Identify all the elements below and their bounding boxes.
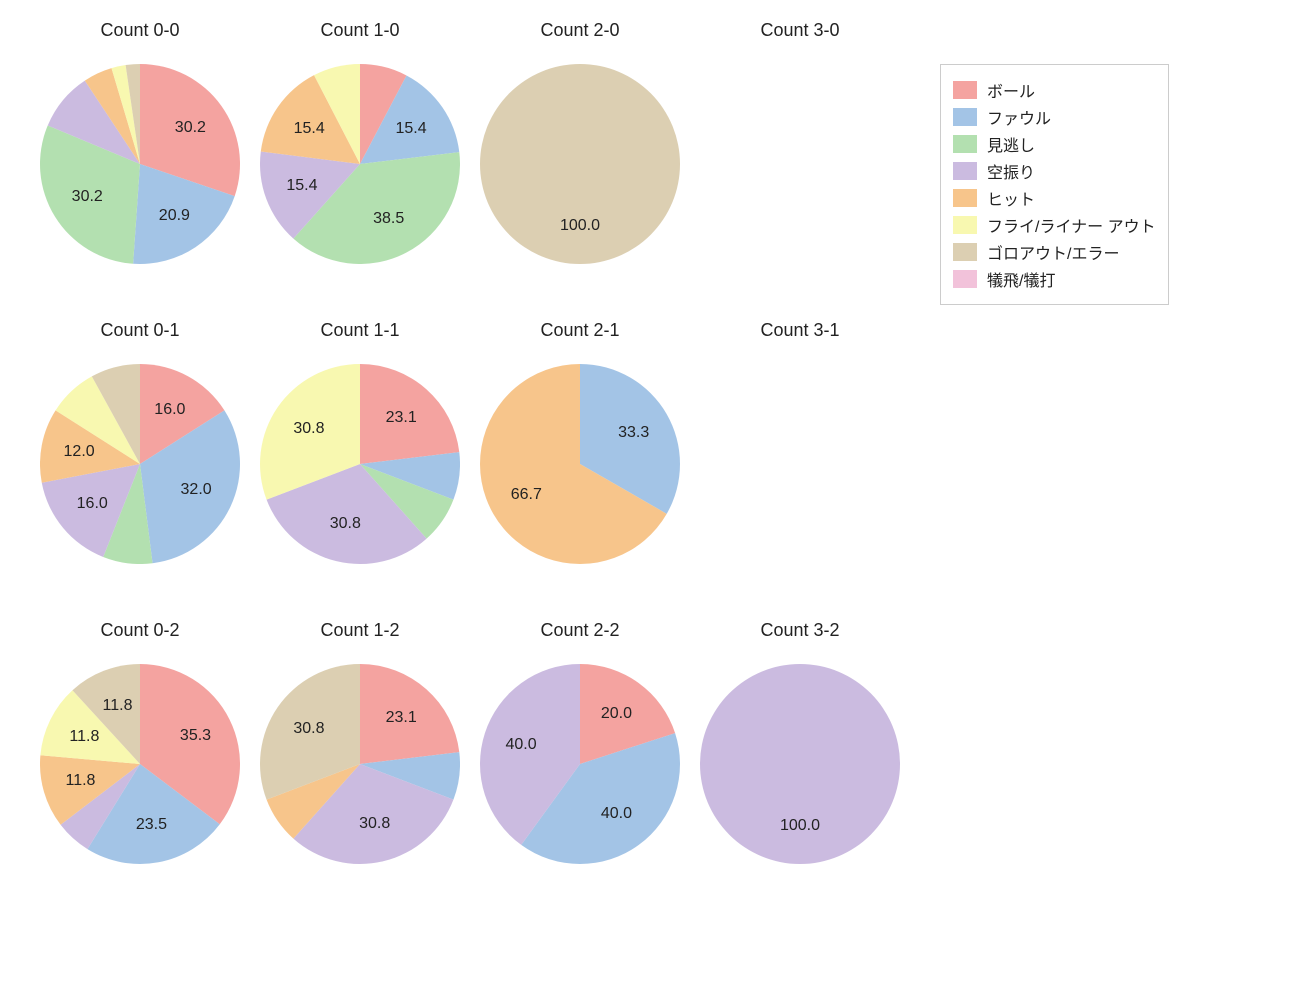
pie-cell: Count 1-1 23.130.830.8 xyxy=(250,320,470,620)
pie-title: Count 2-2 xyxy=(470,620,690,641)
legend-item: 空振り xyxy=(953,159,1156,183)
legend-item: ゴロアウト/エラー xyxy=(953,240,1156,264)
pie-slice xyxy=(480,64,680,264)
legend-item: ファウル xyxy=(953,105,1156,129)
chart-grid: Count 0-0 30.220.930.2 Count 1-0 15.438.515… xyxy=(0,0,1300,1000)
pie-title: Count 3-2 xyxy=(690,620,910,641)
pie-title: Count 0-2 xyxy=(30,620,250,641)
legend-label: ヒット xyxy=(987,186,1035,210)
pie-wrap: 20.040.040.0 xyxy=(480,664,680,864)
pie-svg xyxy=(480,64,680,264)
pie-wrap: 30.220.930.2 xyxy=(40,64,240,264)
pie-cell: Count 1-0 15.438.515.415.4 xyxy=(250,20,470,320)
legend-item: 犠飛/犠打 xyxy=(953,267,1156,291)
legend-label: フライ/ライナー アウト xyxy=(987,213,1156,237)
legend-swatch xyxy=(953,216,977,234)
pie-cell: Count 3-1 xyxy=(690,320,910,620)
pie-svg xyxy=(260,364,460,564)
legend-swatch xyxy=(953,270,977,288)
pie-svg xyxy=(260,664,460,864)
pie-wrap: 23.130.830.8 xyxy=(260,664,460,864)
pie-slice xyxy=(700,664,900,864)
pie-svg xyxy=(260,64,460,264)
legend-label: ゴロアウト/エラー xyxy=(987,240,1119,264)
legend-swatch xyxy=(953,108,977,126)
pie-svg xyxy=(40,664,240,864)
pie-cell: Count 0-1 16.032.016.012.0 xyxy=(30,320,250,620)
pie-svg xyxy=(480,664,680,864)
legend-item: フライ/ライナー アウト xyxy=(953,213,1156,237)
pie-wrap: 23.130.830.8 xyxy=(260,364,460,564)
legend-label: ファウル xyxy=(987,105,1051,129)
legend-swatch xyxy=(953,162,977,180)
legend-label: ボール xyxy=(987,78,1035,102)
pie-svg xyxy=(40,364,240,564)
pie-wrap: 100.0 xyxy=(700,664,900,864)
pie-title: Count 1-2 xyxy=(250,620,470,641)
pie-title: Count 3-0 xyxy=(690,20,910,41)
pie-slice xyxy=(360,664,459,764)
legend-label: 見逃し xyxy=(987,132,1035,156)
pie-cell: Count 1-2 23.130.830.8 xyxy=(250,620,470,920)
pie-wrap: 16.032.016.012.0 xyxy=(40,364,240,564)
pie-title: Count 2-1 xyxy=(470,320,690,341)
pie-wrap: 15.438.515.415.4 xyxy=(260,64,460,264)
pie-title: Count 0-0 xyxy=(30,20,250,41)
pie-wrap: 35.323.511.811.811.8 xyxy=(40,664,240,864)
pie-cell: Count 2-2 20.040.040.0 xyxy=(470,620,690,920)
pie-cell: Count 2-0 100.0 xyxy=(470,20,690,320)
legend-swatch xyxy=(953,243,977,261)
legend-item: 見逃し xyxy=(953,132,1156,156)
pie-title: Count 0-1 xyxy=(30,320,250,341)
legend-swatch xyxy=(953,189,977,207)
pie-title: Count 1-0 xyxy=(250,20,470,41)
pie-cell: Count 0-0 30.220.930.2 xyxy=(30,20,250,320)
legend-swatch xyxy=(953,81,977,99)
pie-title: Count 2-0 xyxy=(470,20,690,41)
pie-cell: Count 0-2 35.323.511.811.811.8 xyxy=(30,620,250,920)
legend-label: 犠飛/犠打 xyxy=(987,267,1055,291)
legend-item: ボール xyxy=(953,78,1156,102)
pie-slice xyxy=(360,364,459,464)
pie-svg xyxy=(480,364,680,564)
pie-title: Count 1-1 xyxy=(250,320,470,341)
legend-item: ヒット xyxy=(953,186,1156,210)
pie-cell: Count 3-2 100.0 xyxy=(690,620,910,920)
pie-wrap: 33.366.7 xyxy=(480,364,680,564)
legend-swatch xyxy=(953,135,977,153)
pie-wrap: 100.0 xyxy=(480,64,680,264)
legend-label: 空振り xyxy=(987,159,1035,183)
pie-svg xyxy=(40,64,240,264)
legend: ボールファウル見逃し空振りヒットフライ/ライナー アウトゴロアウト/エラー犠飛/… xyxy=(940,64,1169,305)
pie-title: Count 3-1 xyxy=(690,320,910,341)
pie-cell: Count 2-1 33.366.7 xyxy=(470,320,690,620)
pie-cell: Count 3-0 xyxy=(690,20,910,320)
pie-svg xyxy=(700,664,900,864)
